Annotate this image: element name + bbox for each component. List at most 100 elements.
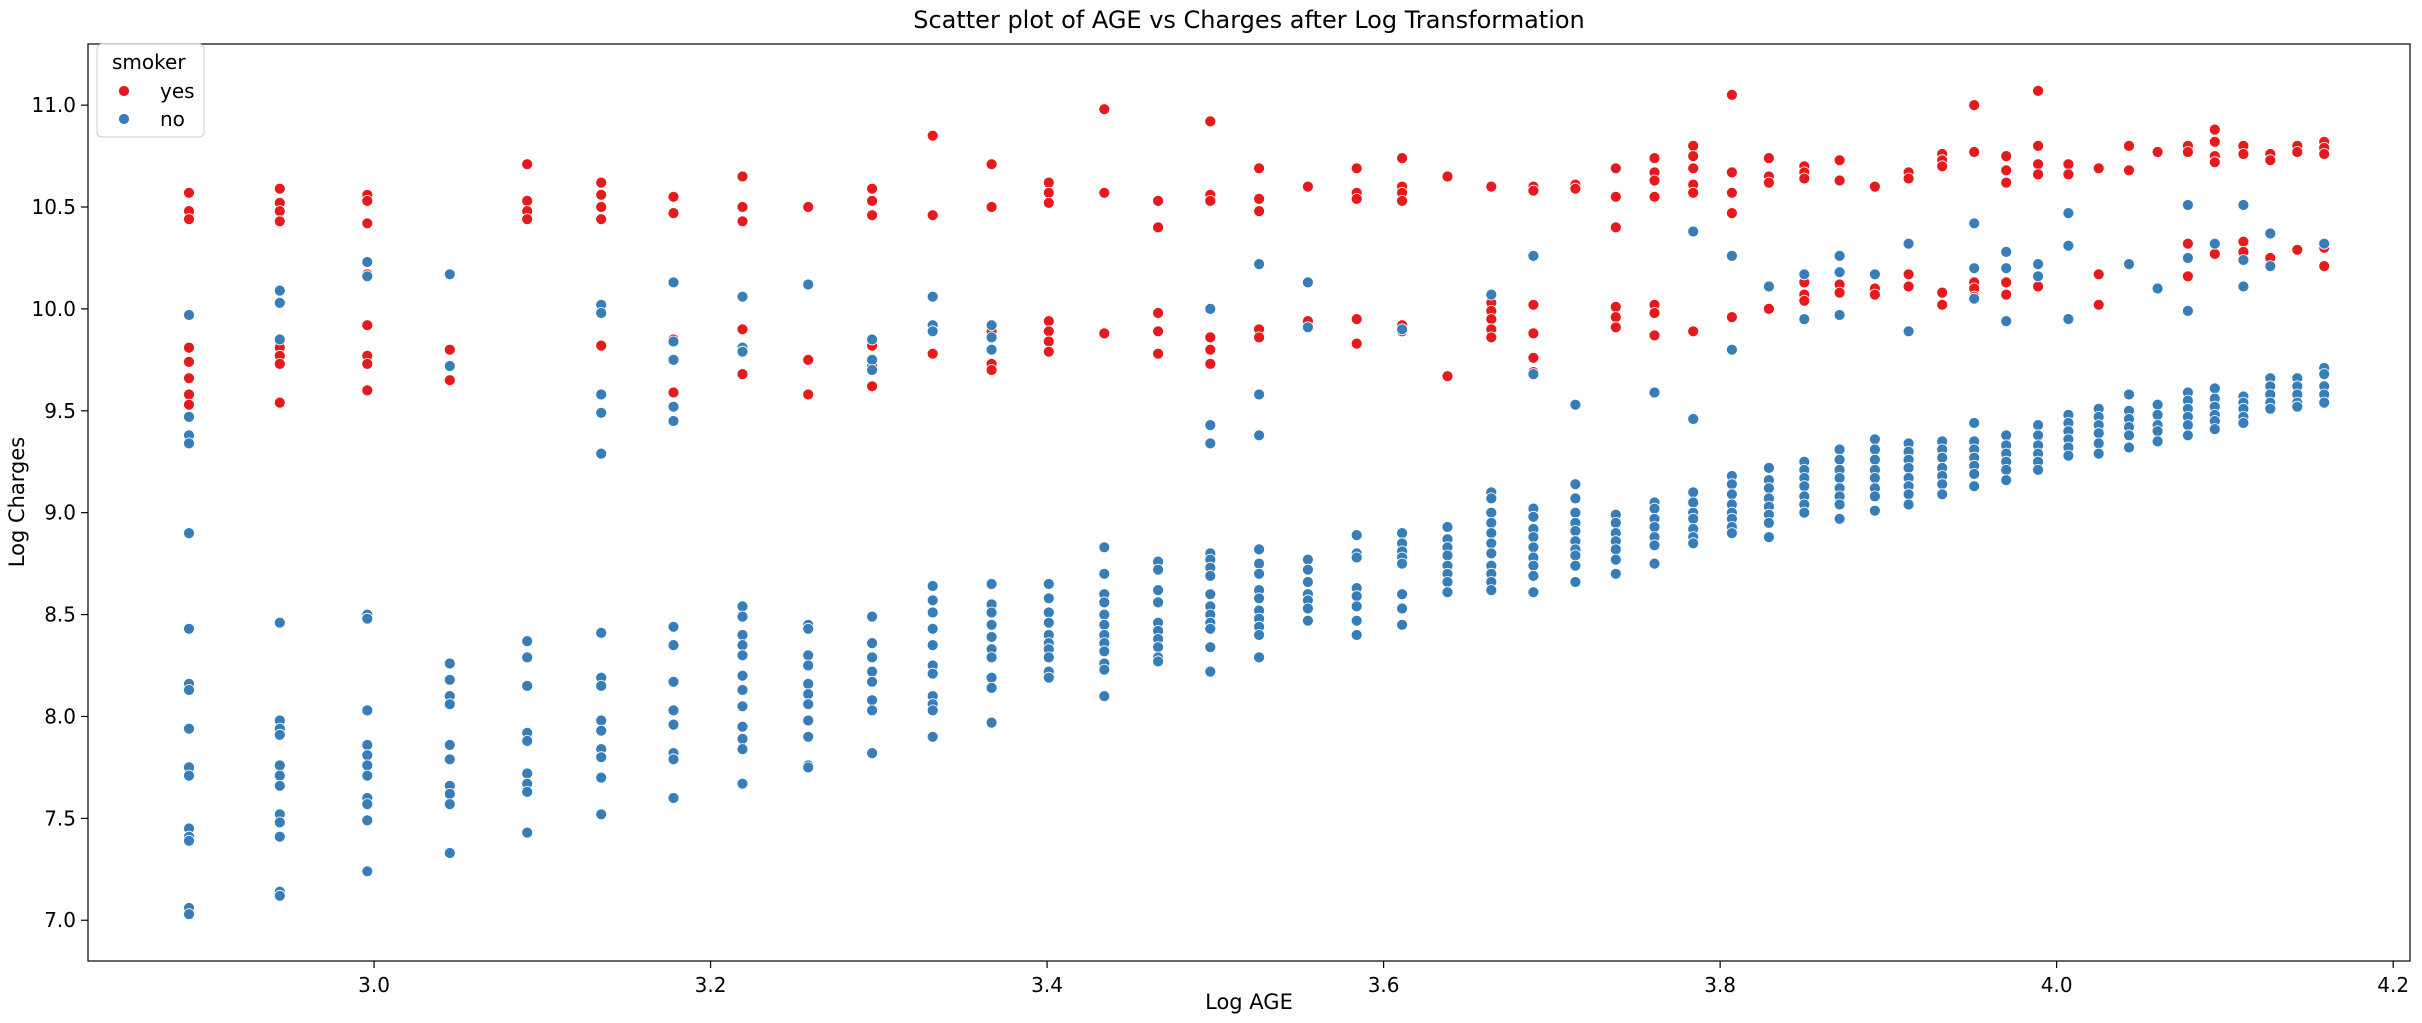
- point-yes: [802, 353, 815, 366]
- point-no: [1302, 602, 1314, 615]
- point-no: [1648, 386, 1661, 399]
- point-no: [736, 649, 749, 662]
- point-no: [926, 594, 939, 607]
- point-yes: [1902, 280, 1915, 293]
- point-no: [1302, 553, 1314, 566]
- point-no: [736, 345, 749, 358]
- point-no: [361, 612, 374, 625]
- point-yes: [736, 323, 749, 336]
- point-yes: [1042, 196, 1055, 209]
- y-tick-label: 8.5: [44, 603, 76, 627]
- point-no: [802, 649, 815, 662]
- point-yes: [361, 357, 374, 370]
- point-no: [866, 353, 878, 366]
- point-no: [2123, 388, 2135, 401]
- point-no: [2000, 429, 2013, 442]
- point-yes: [1350, 192, 1363, 205]
- point-no: [443, 360, 456, 372]
- point-no: [985, 606, 998, 619]
- point-yes: [667, 190, 680, 203]
- point-no: [1726, 343, 1738, 356]
- point-no: [2151, 398, 2164, 411]
- point-no: [1687, 496, 1700, 509]
- point-no: [2151, 282, 2164, 295]
- point-no: [2208, 382, 2221, 395]
- point-no: [1833, 309, 1846, 321]
- point-no: [1396, 602, 1408, 615]
- point-yes: [595, 213, 608, 226]
- point-no: [443, 847, 456, 859]
- point-no: [595, 808, 608, 821]
- point-no: [1485, 506, 1498, 519]
- point-no: [2264, 402, 2277, 415]
- x-tick-label: 3.8: [1704, 973, 1736, 997]
- point-yes: [2000, 164, 2013, 177]
- point-no: [1253, 592, 1265, 605]
- point-yes: [361, 194, 374, 207]
- point-no: [1902, 461, 1915, 474]
- point-yes: [521, 158, 534, 171]
- point-no: [1098, 618, 1111, 631]
- point-no: [273, 830, 286, 843]
- point-no: [866, 651, 878, 664]
- point-no: [1042, 578, 1055, 590]
- point-no: [866, 747, 878, 759]
- x-tick-label: 3.0: [358, 973, 390, 997]
- point-no: [183, 834, 195, 847]
- point-no: [1204, 665, 1217, 678]
- point-yes: [1609, 162, 1622, 175]
- point-yes: [1763, 302, 1775, 315]
- point-no: [866, 637, 878, 649]
- point-no: [736, 600, 749, 613]
- point-yes: [1302, 180, 1314, 193]
- point-no: [443, 673, 456, 686]
- point-no: [736, 733, 749, 745]
- point-yes: [926, 209, 939, 222]
- point-no: [1042, 651, 1055, 664]
- point-no: [183, 437, 195, 450]
- point-no: [1098, 663, 1111, 676]
- point-no: [1485, 527, 1498, 539]
- point-yes: [1098, 327, 1111, 340]
- point-no: [1968, 292, 1981, 305]
- point-no: [595, 627, 608, 639]
- x-tick-label: 3.4: [1031, 973, 1063, 997]
- point-no: [985, 716, 998, 729]
- point-no: [1726, 488, 1738, 501]
- point-yes: [2000, 176, 2013, 189]
- point-no: [1204, 437, 1217, 450]
- x-axis-label: Log AGE: [1205, 990, 1293, 1014]
- point-yes: [2123, 164, 2135, 177]
- point-no: [273, 816, 286, 829]
- point-no: [1968, 480, 1981, 493]
- point-yes: [1833, 154, 1846, 167]
- point-yes: [1687, 186, 1700, 199]
- point-no: [1687, 537, 1700, 550]
- point-yes: [1936, 160, 1949, 173]
- point-no: [985, 578, 998, 590]
- point-no: [1648, 557, 1661, 570]
- point-yes: [443, 343, 456, 356]
- point-no: [1763, 482, 1775, 495]
- point-yes: [2032, 168, 2044, 181]
- point-no: [2208, 237, 2221, 250]
- point-no: [2264, 260, 2277, 273]
- point-no: [1798, 313, 1811, 326]
- point-no: [736, 629, 749, 641]
- point-no: [1485, 584, 1498, 596]
- point-yes: [2032, 280, 2044, 293]
- point-no: [361, 798, 374, 810]
- point-yes: [595, 201, 608, 213]
- point-no: [1527, 586, 1540, 599]
- point-no: [2237, 417, 2250, 429]
- point-yes: [1485, 313, 1498, 326]
- point-no: [667, 335, 680, 348]
- point-no: [1869, 453, 1881, 466]
- point-no: [985, 618, 998, 631]
- point-yes: [2123, 139, 2135, 152]
- point-yes: [1253, 205, 1265, 218]
- point-no: [866, 704, 878, 717]
- point-yes: [1350, 337, 1363, 350]
- point-yes: [1902, 268, 1915, 281]
- point-yes: [2092, 268, 2105, 281]
